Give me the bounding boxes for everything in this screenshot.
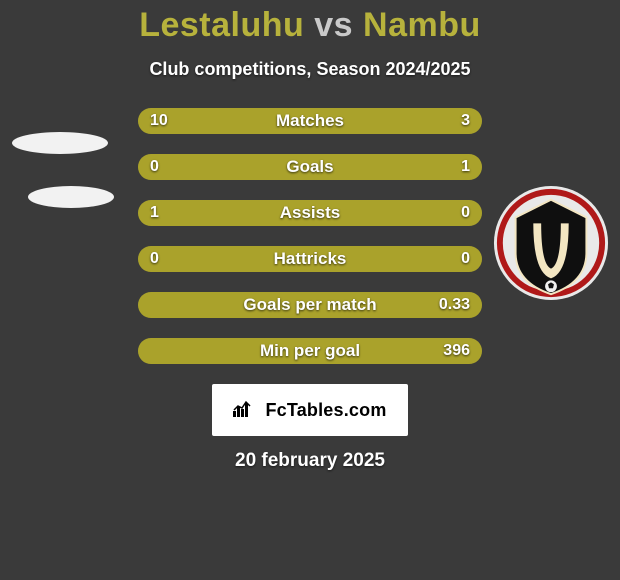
stat-label: Assists xyxy=(138,200,482,226)
stat-row: Assists1 0 xyxy=(138,200,482,226)
stat-label: Min per goal xyxy=(138,338,482,364)
source-tag: FcTables.com xyxy=(212,384,408,436)
stat-value-right: 0 xyxy=(461,246,470,272)
stat-label: Goals per match xyxy=(138,292,482,318)
spark-icon xyxy=(233,399,259,422)
stat-value-left: 10 xyxy=(150,108,168,134)
title-vs: vs xyxy=(314,6,353,44)
subtitle: Club competitions, Season 2024/2025 xyxy=(0,59,620,80)
player1-name: Lestaluhu xyxy=(139,6,304,44)
stat-value-right: 3 xyxy=(461,108,470,134)
page-title: Lestaluhu vs Nambu xyxy=(0,6,620,45)
stat-value-left: 1 xyxy=(150,200,159,226)
stat-row: Goals per match0.33 xyxy=(138,292,482,318)
stat-value-right: 0 xyxy=(461,200,470,226)
stat-label: Hattricks xyxy=(138,246,482,272)
stat-label: Goals xyxy=(138,154,482,180)
stat-row: Goals0 1 xyxy=(138,154,482,180)
stat-value-left: 0 xyxy=(150,246,159,272)
stat-value-left: 0 xyxy=(150,154,159,180)
stat-label: Matches xyxy=(138,108,482,134)
stat-value-right: 396 xyxy=(443,338,470,364)
stat-row: Matches10 3 xyxy=(138,108,482,134)
stat-value-right: 1 xyxy=(461,154,470,180)
player2-name: Nambu xyxy=(363,6,481,44)
club-crest xyxy=(492,184,610,302)
date: 20 february 2025 xyxy=(0,450,620,472)
stat-row: Hattricks0 0 xyxy=(138,246,482,272)
stat-row: Min per goal396 xyxy=(138,338,482,364)
stat-value-right: 0.33 xyxy=(439,292,470,318)
source-tag-text: FcTables.com xyxy=(265,400,386,421)
